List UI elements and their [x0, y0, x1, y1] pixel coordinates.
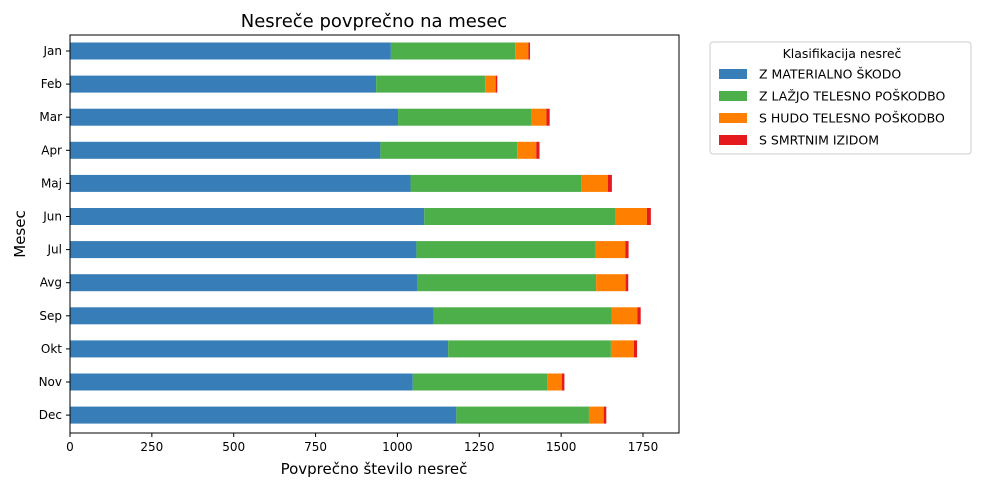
- legend: Klasifikacija nesreč Z MATERIALNO ŠKODOZ…: [709, 41, 972, 155]
- y-tick-label-jul: Jul: [47, 243, 62, 257]
- x-axis-title: Povprečno število nesreč: [281, 460, 468, 478]
- bar-segment-feb-series-1: [70, 75, 377, 93]
- chart-title: Nesreče povprečno na mesec: [241, 11, 507, 32]
- legend-swatch-series-4: [719, 135, 747, 145]
- x-tick-label-500: 500: [222, 440, 245, 454]
- bar-segment-nov-series-3: [547, 373, 562, 391]
- bar-segment-maj-series-3: [581, 174, 608, 192]
- x-tick-label-250: 250: [140, 440, 163, 454]
- bar-segment-jul-series-2: [416, 241, 596, 259]
- y-tick-label-jun: Jun: [42, 210, 62, 224]
- x-tick-label-1000: 1000: [382, 440, 413, 454]
- bar-segment-apr-series-4: [536, 141, 540, 159]
- y-tick-label-apr: Apr: [41, 143, 62, 157]
- bar-segment-mar-series-2: [398, 108, 532, 126]
- bar-segment-okt-series-1: [70, 340, 449, 358]
- bar-segment-sep-series-2: [433, 307, 612, 325]
- bar-segment-sep-series-1: [70, 307, 434, 325]
- bar-segment-jun-series-2: [424, 208, 616, 225]
- bar-segment-mar-series-3: [531, 108, 547, 126]
- bar-segment-jul-series-4: [625, 241, 629, 259]
- bar-segment-maj-series-1: [70, 174, 411, 192]
- bar-segment-maj-series-4: [607, 174, 612, 192]
- legend-label-series-4: S SMRTNIM IZIDOM: [759, 133, 879, 148]
- bar-segment-dec-series-4: [603, 406, 607, 424]
- bars-layer: [70, 42, 651, 424]
- x-tick-label-750: 750: [304, 440, 327, 454]
- legend-title: Klasifikacija nesreč: [783, 46, 902, 61]
- bar-segment-jun-series-1: [70, 208, 425, 225]
- bar-segment-feb-series-4: [495, 75, 498, 93]
- y-tick-label-sep: Sep: [39, 309, 62, 323]
- y-axis-ticks: Jan Feb Mar Apr Maj Jun Jul Avg Sep Okt Nov Dec: [39, 44, 70, 422]
- y-tick-label-maj: Maj: [41, 176, 62, 190]
- y-tick-label-mar: Mar: [39, 110, 62, 124]
- legend-label-series-2: Z LAŽJO TELESNO POŠKODBO: [759, 89, 946, 104]
- y-tick-label-feb: Feb: [41, 77, 62, 91]
- bar-segment-jul-series-1: [70, 241, 417, 259]
- bar-segment-jun-series-4: [646, 208, 651, 225]
- y-tick-label-okt: Okt: [41, 342, 62, 356]
- bar-segment-nov-series-2: [412, 373, 548, 391]
- legend-items: Z MATERIALNO ŠKODO Z LAŽJO TELESNO POŠKOD…: [719, 67, 946, 148]
- bar-segment-mar-series-1: [70, 108, 399, 126]
- plot-area-frame: [69, 34, 680, 434]
- bar-segment-mar-series-4: [546, 108, 550, 126]
- x-tick-label-1250: 1250: [464, 440, 495, 454]
- bar-segment-maj-series-2: [410, 174, 582, 192]
- bar-segment-sep-series-4: [637, 307, 641, 325]
- bar-segment-jan-series-1: [70, 42, 391, 60]
- bar-segment-feb-series-3: [485, 75, 496, 93]
- bar-segment-feb-series-2: [376, 75, 486, 93]
- y-tick-label-nov: Nov: [39, 375, 62, 389]
- bar-segment-okt-series-4: [633, 340, 638, 358]
- x-tick-label-1750: 1750: [628, 440, 659, 454]
- bar-segment-apr-series-1: [70, 141, 381, 159]
- bar-segment-sep-series-3: [611, 307, 638, 325]
- x-axis-ticks: 0 250 500 750 1000 1250 1500 1750: [66, 433, 658, 454]
- bar-segment-jan-series-3: [515, 42, 529, 60]
- bar-segment-avg-series-3: [596, 274, 626, 292]
- y-axis-title: Mesec: [11, 210, 29, 257]
- legend-swatch-series-1: [719, 69, 747, 79]
- bar-segment-apr-series-3: [517, 141, 537, 159]
- y-tick-label-jan: Jan: [43, 44, 63, 58]
- x-tick-label-1500: 1500: [546, 440, 577, 454]
- y-tick-label-avg: Avg: [40, 276, 62, 290]
- bar-segment-jan-series-2: [390, 42, 516, 60]
- bar-segment-apr-series-2: [380, 141, 518, 159]
- bar-segment-jul-series-3: [595, 241, 626, 259]
- bar-segment-avg-series-1: [70, 274, 418, 292]
- bar-segment-okt-series-3: [610, 340, 634, 358]
- legend-label-series-3: S HUDO TELESNO POŠKODBO: [759, 111, 945, 126]
- bar-segment-nov-series-4: [561, 373, 565, 391]
- bar-segment-dec-series-2: [456, 406, 589, 424]
- bar-segment-dec-series-1: [70, 406, 457, 424]
- x-tick-label-0: 0: [66, 440, 74, 454]
- y-tick-label-dec: Dec: [39, 408, 62, 422]
- legend-swatch-series-3: [719, 113, 747, 123]
- bar-segment-nov-series-1: [70, 373, 413, 391]
- bar-segment-avg-series-4: [625, 274, 629, 292]
- bar-segment-okt-series-2: [448, 340, 611, 358]
- legend-label-series-1: Z MATERIALNO ŠKODO: [759, 67, 901, 82]
- bar-segment-jan-series-4: [528, 42, 531, 60]
- legend-frame: [709, 41, 972, 155]
- bar-segment-dec-series-3: [588, 406, 604, 424]
- legend-swatch-series-2: [719, 91, 747, 101]
- bar-segment-avg-series-2: [417, 274, 597, 292]
- bar-segment-jun-series-3: [615, 208, 647, 225]
